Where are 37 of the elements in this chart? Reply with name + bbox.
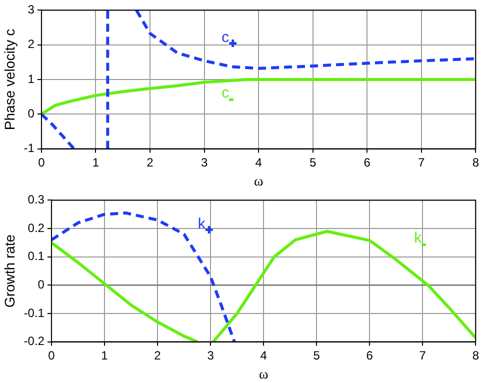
x-tick-label: 4: [260, 348, 268, 362]
line-series: [51, 211, 236, 342]
x-tick-label: 1: [92, 155, 100, 170]
x-tick-label: 5: [309, 155, 316, 170]
y-tick-label: 3: [28, 2, 35, 17]
x-axis-title: ω: [254, 174, 264, 190]
y-axis-title: Phase velocity c: [1, 28, 18, 130]
x-tick-label: 1: [101, 348, 108, 362]
series-label: k-: [414, 230, 426, 251]
x-tick-label: 8: [472, 155, 480, 170]
x-tick-label: 3: [200, 155, 208, 170]
y-tick-label: 0.3: [28, 192, 45, 207]
x-tick-label: 7: [418, 155, 426, 170]
x-tick-label: 0: [48, 348, 56, 362]
x-tick-label: 8: [472, 348, 480, 362]
y-tick-label: 0.1: [28, 249, 45, 264]
series-label: c+: [222, 29, 237, 50]
x-tick-label: 3: [207, 348, 214, 362]
y-tick-label: 2: [28, 37, 35, 52]
series-label: c-: [222, 84, 234, 106]
y-tick-label: 0: [28, 106, 35, 120]
y-tick-label: -1: [24, 141, 35, 156]
x-tick-label: 6: [364, 155, 371, 170]
x-axis-title: ω: [258, 367, 268, 382]
y-tick-label: -0.2: [24, 334, 45, 348]
y-tick-label: 0: [38, 277, 45, 292]
y-tick-label: -0.1: [24, 306, 45, 320]
y-tick-label: 0.2: [28, 220, 45, 235]
x-tick-label: 5: [313, 348, 320, 362]
series-label: k+: [198, 215, 213, 237]
x-tick-label: 2: [154, 348, 162, 362]
x-tick-label: 7: [419, 348, 426, 362]
y-axis-title: Growth rate: [1, 234, 18, 308]
x-tick-label: 4: [255, 155, 262, 170]
y-tick-label: 1: [28, 72, 35, 86]
x-tick-label: 6: [366, 348, 374, 362]
x-tick-label: 2: [146, 155, 154, 170]
